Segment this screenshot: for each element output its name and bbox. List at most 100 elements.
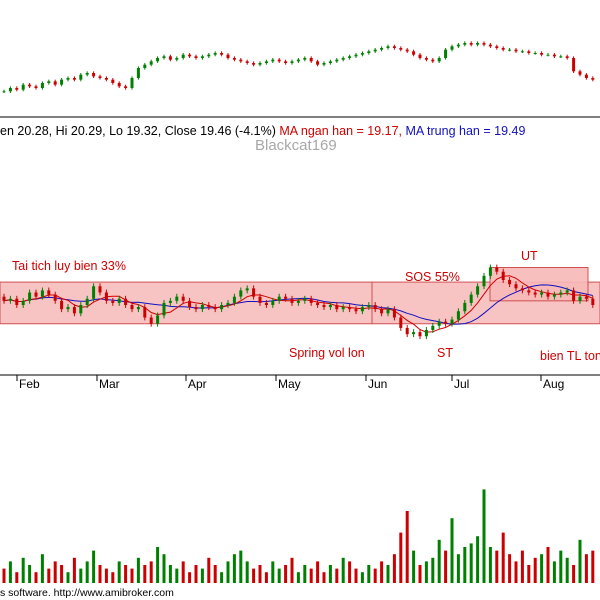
price-candle — [156, 312, 160, 327]
top-candle-body — [303, 58, 307, 60]
top-candle-body — [508, 49, 512, 51]
volume-bar — [482, 489, 486, 583]
top-candle — [117, 81, 121, 88]
candle-body — [469, 294, 473, 303]
top-candle — [207, 53, 211, 58]
price-candle — [296, 297, 300, 306]
volume-bar — [514, 561, 518, 583]
candle-body — [85, 298, 89, 305]
candle-body — [348, 307, 352, 310]
price-candle — [98, 283, 102, 296]
candle-body — [572, 290, 576, 301]
candle-body — [28, 292, 32, 301]
top-candle — [66, 76, 70, 82]
top-candle-body — [277, 59, 281, 62]
volume-bar — [399, 532, 403, 583]
volume-bar — [469, 543, 473, 583]
top-candle-body — [168, 56, 172, 60]
candle-body — [8, 298, 12, 301]
top-candle-body — [111, 79, 115, 83]
top-candle-body — [328, 61, 332, 63]
price-candle — [111, 297, 115, 306]
price-candle — [245, 285, 249, 294]
ut-zone — [489, 267, 589, 302]
top-candle-body — [360, 53, 364, 55]
price-candle — [584, 293, 588, 302]
candle-body — [79, 305, 83, 314]
candle-body — [200, 305, 204, 310]
candle-body — [303, 298, 307, 301]
candle-body — [316, 302, 320, 305]
candle-body — [34, 292, 38, 297]
candle-body — [194, 307, 198, 310]
top-candle — [578, 69, 582, 77]
price-candle — [527, 287, 531, 296]
top-candle-body — [290, 61, 294, 63]
candle-body — [143, 307, 147, 318]
top-candle-body — [130, 78, 134, 88]
candle-body — [277, 296, 281, 301]
top-candle-body — [546, 54, 550, 56]
volume-bar — [47, 568, 51, 583]
volume-bar — [360, 572, 364, 583]
candle-body — [162, 302, 166, 316]
top-candle-body — [136, 68, 140, 78]
main-price-series — [2, 264, 595, 340]
candle-body — [2, 296, 6, 301]
volume-bar — [591, 550, 595, 583]
top-candle — [386, 44, 390, 50]
price-candle — [271, 297, 275, 308]
price-info-line: en 20.28, Hi 20.29, Lo 19.32, Close 19.4… — [0, 124, 525, 138]
price-candle — [514, 281, 518, 292]
top-candle-body — [239, 59, 243, 62]
top-candle — [264, 59, 268, 65]
candle-body — [559, 292, 563, 295]
top-candle — [168, 54, 172, 62]
volume-bar — [572, 565, 576, 583]
volume-bar — [373, 568, 377, 583]
price-candle — [8, 295, 12, 304]
price-candle — [232, 293, 236, 306]
top-candle — [226, 53, 230, 60]
top-candle — [341, 56, 345, 62]
top-candle-body — [8, 88, 12, 92]
price-candle — [252, 285, 256, 300]
candle-body — [591, 298, 595, 305]
candle-body — [578, 296, 582, 301]
month-label: Apr — [188, 377, 207, 391]
price-candle — [28, 289, 32, 304]
month-label: Mar — [99, 377, 120, 391]
top-candle — [456, 43, 460, 48]
top-candle-body — [501, 48, 505, 50]
candle-body — [60, 300, 64, 310]
volume-bar — [92, 550, 96, 583]
volume-bar — [495, 550, 499, 583]
price-candle — [66, 304, 70, 313]
annotation-bien: bien TL ton — [540, 349, 600, 363]
candle-body — [501, 271, 505, 280]
top-candle-body — [264, 61, 268, 63]
top-candle — [92, 71, 96, 78]
top-candle-body — [591, 78, 595, 80]
volume-bar — [533, 557, 537, 583]
volume-bar — [527, 565, 531, 583]
price-candle — [53, 291, 57, 304]
top-candle — [303, 56, 307, 62]
top-candle — [200, 54, 204, 60]
volume-bar — [520, 550, 524, 583]
candle-body — [495, 267, 499, 272]
candle-body — [552, 294, 556, 297]
candle-body — [360, 307, 364, 312]
month-label: Feb — [19, 377, 40, 391]
candle-body — [92, 286, 96, 299]
top-candle — [373, 48, 377, 53]
price-candle — [360, 304, 364, 315]
candle-body — [520, 288, 524, 291]
volume-bar — [424, 561, 428, 583]
top-candle-body — [175, 58, 179, 60]
candle-body — [456, 311, 460, 320]
top-panel-price-series — [2, 41, 595, 93]
top-candle — [15, 86, 19, 92]
candle-body — [476, 286, 480, 295]
candle-body — [431, 325, 435, 330]
